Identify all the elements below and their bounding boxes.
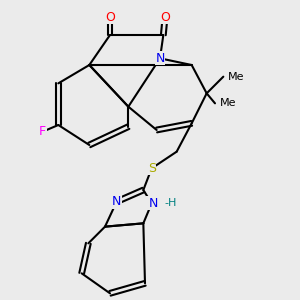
Text: N: N	[148, 197, 158, 210]
Text: S: S	[148, 162, 156, 175]
Text: O: O	[160, 11, 170, 24]
Text: Me: Me	[228, 72, 244, 82]
Text: Me: Me	[220, 98, 236, 108]
Text: O: O	[105, 11, 115, 24]
Text: N: N	[112, 195, 122, 208]
Text: N: N	[155, 52, 165, 65]
Text: N: N	[147, 197, 156, 210]
Text: F: F	[39, 125, 46, 138]
Text: -H: -H	[164, 198, 176, 208]
